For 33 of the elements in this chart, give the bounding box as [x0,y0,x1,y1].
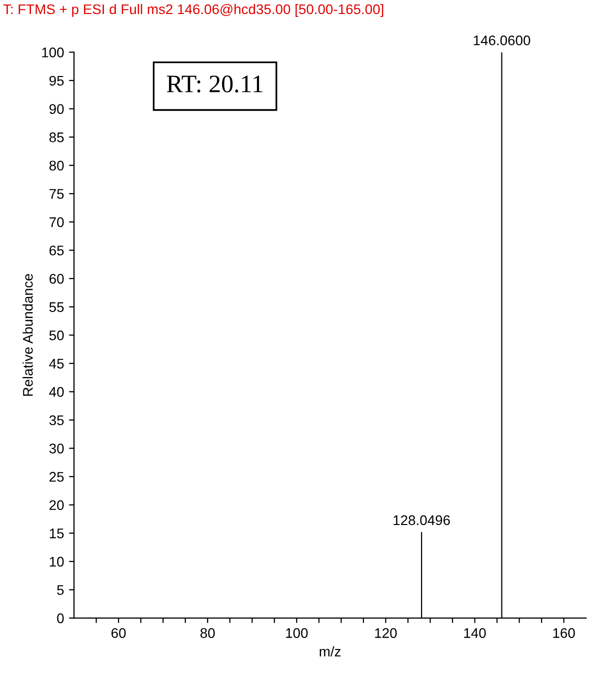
y-tick-label: 60 [50,274,64,284]
y-tick-label: 45 [49,358,64,369]
y-tick-label: 35 [49,415,64,426]
y-tick-label: 80 [49,160,64,171]
y-tick-label: 15 [50,528,64,538]
y-tick-label: 20 [50,500,64,510]
y-tick-label: 65 [50,246,64,256]
y-axis-title: Relative Abundance [22,274,33,396]
y-tick-label: 40 [49,387,64,397]
x-tick-label: 80 [200,628,215,638]
y-tick-label: 0 [57,613,64,624]
y-tick-label: 95 [49,76,64,86]
y-tick-label: 70 [50,217,64,228]
annotation: RT: 20.11 [166,76,262,93]
x-tick-label: 140 [464,628,486,638]
y-tick-label: 100 [42,48,64,58]
x-tick-label: 60 [112,628,126,638]
y-tick-label: 55 [49,302,64,312]
y-tick-label: 5 [57,585,64,595]
text: 128.0496 [394,515,450,526]
y-tick-label: 50 [49,330,64,340]
y-tick-label: 85 [49,132,64,142]
y-tick-label: 75 [50,189,64,199]
x-tick-label: 160 [553,628,575,638]
y-tick-label: 25 [50,472,64,482]
text: 146.0600 [474,35,530,46]
x-tick-label: 100 [286,628,308,638]
y-tick-label: 90 [49,104,64,114]
y-tick-label: 10 [50,556,64,567]
x-axis-title: m/z [320,646,341,656]
y-tick-label: 30 [49,444,64,454]
chart-title: T: FTMS + p ESI d Full ms2 146.06@hcd35.00 [50.00-165.00] [3,4,384,17]
x-tick-label: 120 [375,628,397,638]
